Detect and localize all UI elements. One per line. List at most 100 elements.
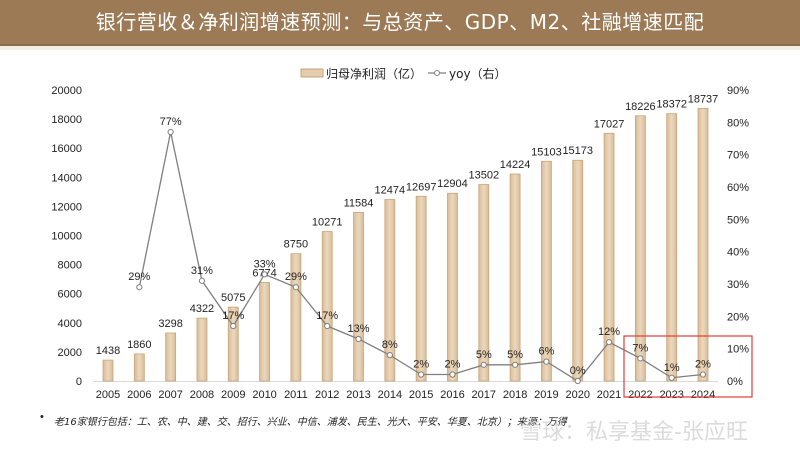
yoy-point-2015 <box>418 371 425 378</box>
yoy-value-label: 1% <box>664 362 680 374</box>
bar-2014 <box>384 199 396 382</box>
legend-bar-swatch <box>300 68 324 78</box>
right-axis-tick: 60% <box>727 182 749 194</box>
x-axis-tick: 2020 <box>565 389 589 401</box>
yoy-point-2010 <box>261 271 268 278</box>
bar-2007 <box>165 332 177 382</box>
right-axis-tick: 70% <box>727 150 749 162</box>
x-axis-tick: 2010 <box>252 389 276 401</box>
yoy-point-2008 <box>198 277 206 284</box>
left-axis-tick: 14000 <box>51 172 82 184</box>
yoy-point-2021 <box>605 339 613 346</box>
bar-value-label: 18372 <box>656 99 687 111</box>
yoy-value-label: 7% <box>632 342 648 354</box>
header-bar: 银行营收＆净利润增速预测：与总资产、GDP、M2、社融增速匹配 <box>0 0 800 46</box>
bar-2005 <box>102 359 114 382</box>
right-axis-tick: 40% <box>727 247 749 259</box>
bar-2016 <box>447 192 458 382</box>
yoy-point-2017 <box>480 361 487 368</box>
yoy-value-label: 2% <box>695 359 711 371</box>
left-axis-tick: 10000 <box>51 231 82 243</box>
yoy-value-label: 29% <box>285 271 307 283</box>
yoy-point-2023 <box>668 374 675 381</box>
x-axis-tick: 2024 <box>691 389 715 401</box>
x-axis-tick: 2014 <box>378 389 402 401</box>
left-axis-tick: 4000 <box>58 318 82 330</box>
yoy-point-2011 <box>292 284 299 291</box>
yoy-point-2006 <box>136 284 143 291</box>
bar-2009 <box>227 306 239 382</box>
x-axis-tick: 2007 <box>158 389 182 401</box>
yoy-value-label: 6% <box>538 346 554 358</box>
x-axis-tick: 2011 <box>284 389 308 401</box>
bar-value-label: 14224 <box>500 159 531 171</box>
bar-2008 <box>196 317 208 382</box>
left-axis-tick: 2000 <box>58 347 82 359</box>
yoy-point-2020 <box>574 377 581 385</box>
watermark: 雪球：私享基金-张应旺 <box>520 420 748 445</box>
forecast-highlight-box <box>623 335 753 398</box>
yoy-value-label: 17% <box>316 310 338 322</box>
header-divider <box>0 46 800 50</box>
page-title: 银行营收＆净利润增速预测：与总资产、GDP、M2、社融增速匹配 <box>95 10 705 34</box>
bar-value-label: 1860 <box>127 339 151 351</box>
x-axis-tick: 2006 <box>127 389 151 401</box>
yoy-series <box>136 128 707 385</box>
bar-2013 <box>353 212 364 382</box>
bar-2023 <box>666 113 678 382</box>
yoy-value-label: 29% <box>128 271 150 283</box>
right-axis-tick: 10% <box>727 344 749 356</box>
yoy-value-label: 0% <box>570 365 586 377</box>
bar-value-label: 17027 <box>594 118 625 130</box>
x-axis-tick: 2021 <box>597 389 621 401</box>
yoy-value-label: 33% <box>254 258 276 270</box>
bar-2020 <box>572 159 584 382</box>
bar-2017 <box>478 184 490 382</box>
bar-value-label: 10271 <box>312 217 343 229</box>
left-axis-tick: 8000 <box>58 260 82 272</box>
x-axis-tick: 2023 <box>659 389 683 401</box>
x-axis-tick: 2017 <box>472 389 496 401</box>
x-axis-tick: 2015 <box>409 389 433 401</box>
bar-value-label: 12904 <box>437 178 468 190</box>
yoy-value-label: 13% <box>348 323 370 335</box>
bar-value-label: 1438 <box>96 345 120 357</box>
bar-2015 <box>415 195 427 382</box>
bar-value-label: 15103 <box>531 146 562 158</box>
yoy-labels: 29% 77% 31% 17% 33% 29% 17% 13% 8% 2% 2% 5% 5% 6% 0% 12… <box>128 116 711 377</box>
yoy-point-2009 <box>230 322 237 330</box>
bar-2011 <box>290 253 302 382</box>
bar-2010 <box>259 282 270 382</box>
yoy-point-2024 <box>699 371 707 378</box>
bar-value-label: 18226 <box>625 101 656 113</box>
yoy-value-label: 5% <box>476 349 492 361</box>
yoy-point-2016 <box>449 371 456 378</box>
yoy-point-2013 <box>355 335 362 343</box>
x-axis-tick: 2022 <box>628 389 652 401</box>
right-axis: 0% 10% 20% 30% 40% 50% 60% 70% 80% 90% <box>727 85 749 388</box>
left-axis-tick: 16000 <box>51 143 82 155</box>
bar-2006 <box>133 353 145 382</box>
bar-2018 <box>509 173 521 382</box>
x-axis-tick: 2008 <box>190 389 214 401</box>
bar-value-label: 5075 <box>221 292 245 304</box>
right-axis-tick: 80% <box>727 117 749 129</box>
bar-value-label: 4322 <box>190 303 214 315</box>
right-axis-tick: 90% <box>727 85 749 97</box>
bar-value-label: 12474 <box>375 185 406 197</box>
x-axis: 2005 2006 2007 2008 2009 2010 2011 2012 2013 2014… <box>96 389 715 401</box>
yoy-value-label: 2% <box>445 359 461 371</box>
x-axis-tick: 2019 <box>534 389 558 401</box>
footnote-text: 老16家银行包括：工、农、中、建、交、招行、兴业、中信、浦发、民生、光大、平安、… <box>54 417 567 428</box>
bars <box>102 107 709 382</box>
bar-labels: 1438186032984322507567748750102711158412… <box>96 93 719 357</box>
x-axis-tick: 2018 <box>503 389 527 401</box>
x-axis-tick: 2012 <box>315 389 339 401</box>
bar-value-label: 8750 <box>284 239 308 251</box>
footnote-bullet: • <box>40 411 44 423</box>
bar-2022 <box>634 115 646 382</box>
bar-value-label: 11584 <box>344 197 374 209</box>
yoy-value-label: 8% <box>382 339 398 351</box>
yoy-point-2012 <box>324 322 331 330</box>
